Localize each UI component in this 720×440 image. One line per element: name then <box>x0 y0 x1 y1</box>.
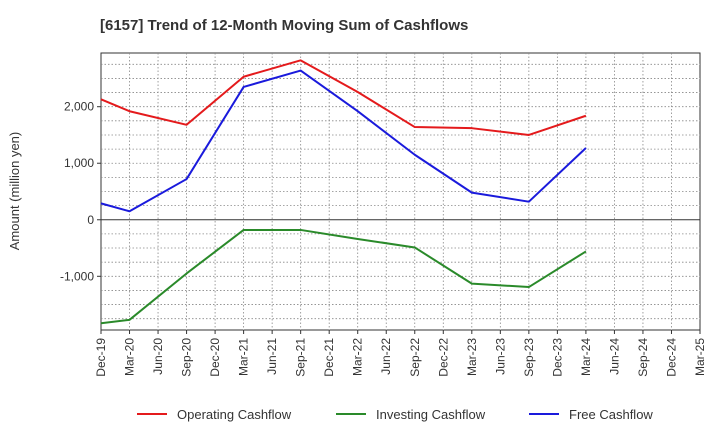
legend-label-operating-cashflow: Operating Cashflow <box>177 407 292 422</box>
plot-frame <box>100 52 701 331</box>
x-tick-label: Dec-21 <box>322 338 336 377</box>
x-tick-label: Mar-21 <box>237 338 251 376</box>
x-tick-label: Dec-24 <box>664 338 678 377</box>
x-tick-label: Sep-21 <box>294 338 308 377</box>
x-tick-label: Sep-20 <box>180 338 194 377</box>
y-tick-label: 0 <box>87 213 94 227</box>
y-tick-label: -1,000 <box>60 269 94 283</box>
plot-area <box>100 52 701 331</box>
legend: Operating Cashflow Investing Cashflow Free… <box>137 407 653 422</box>
x-tick-label: Dec-20 <box>208 338 222 377</box>
x-tick-label: Jun-20 <box>151 338 165 375</box>
series-lines <box>100 59 587 325</box>
legend-label-free-cashflow: Free Cashflow <box>569 407 653 422</box>
grid-lines <box>101 53 700 330</box>
free-cashflow-line <box>100 69 587 213</box>
x-tick-label: Mar-22 <box>351 338 365 376</box>
x-tick-label: Jun-22 <box>379 338 393 375</box>
y-axis-ticks: 2,000 1,000 0 -1,000 <box>60 100 101 283</box>
x-tick-label: Sep-24 <box>636 338 650 377</box>
x-tick-label: Dec-19 <box>94 338 108 377</box>
x-tick-label: Dec-23 <box>550 338 564 377</box>
y-tick-label: 1,000 <box>64 156 94 170</box>
operating-cashflow-line <box>100 59 587 136</box>
investing-cashflow-line <box>100 228 587 325</box>
x-tick-label: Jun-21 <box>265 338 279 375</box>
x-tick-label: Mar-20 <box>123 338 137 376</box>
x-tick-label: Sep-22 <box>408 338 422 377</box>
legend-label-investing-cashflow: Investing Cashflow <box>376 407 486 422</box>
x-tick-label: Jun-23 <box>493 338 507 375</box>
x-axis-ticks: Dec-19 Mar-20 Jun-20 Sep-20 Dec-20 Mar-21 Jun-… <box>94 330 707 377</box>
chart-title: [6157] Trend of 12-Month Moving Sum of C… <box>100 17 468 34</box>
x-tick-label: Mar-23 <box>465 338 479 376</box>
x-tick-label: Sep-23 <box>522 338 536 377</box>
x-tick-label: Mar-24 <box>579 338 593 376</box>
y-tick-label: 2,000 <box>64 100 94 114</box>
x-tick-label: Jun-24 <box>607 338 621 375</box>
x-tick-label: Dec-22 <box>436 338 450 377</box>
x-tick-label: Mar-25 <box>693 338 707 376</box>
y-axis-label: Amount (million yen) <box>7 132 22 251</box>
